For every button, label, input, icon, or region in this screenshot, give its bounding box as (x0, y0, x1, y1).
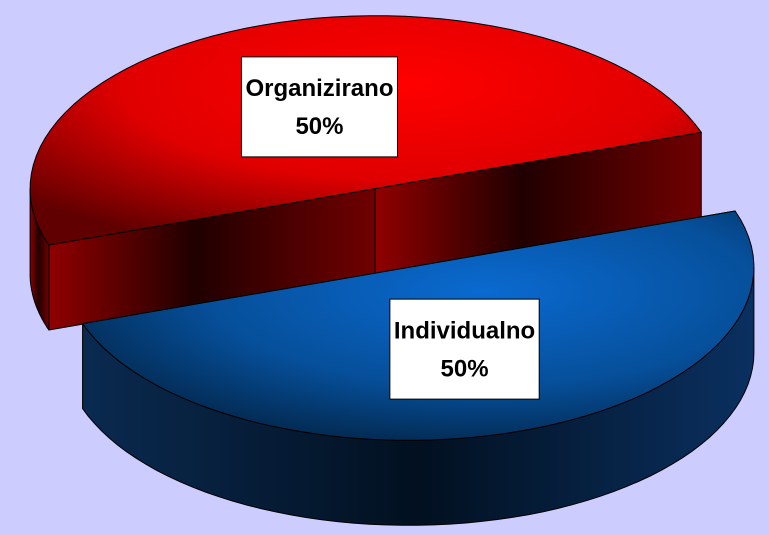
data-label: Individualno 50% (389, 298, 540, 400)
label-box (389, 298, 540, 400)
label-value: 50% (441, 355, 489, 382)
label-category: Individualno (394, 317, 535, 344)
data-label: Organizirano 50% (240, 56, 398, 158)
label-value: 50% (295, 113, 343, 140)
label-box (240, 56, 398, 158)
label-category: Organizirano (245, 75, 393, 102)
